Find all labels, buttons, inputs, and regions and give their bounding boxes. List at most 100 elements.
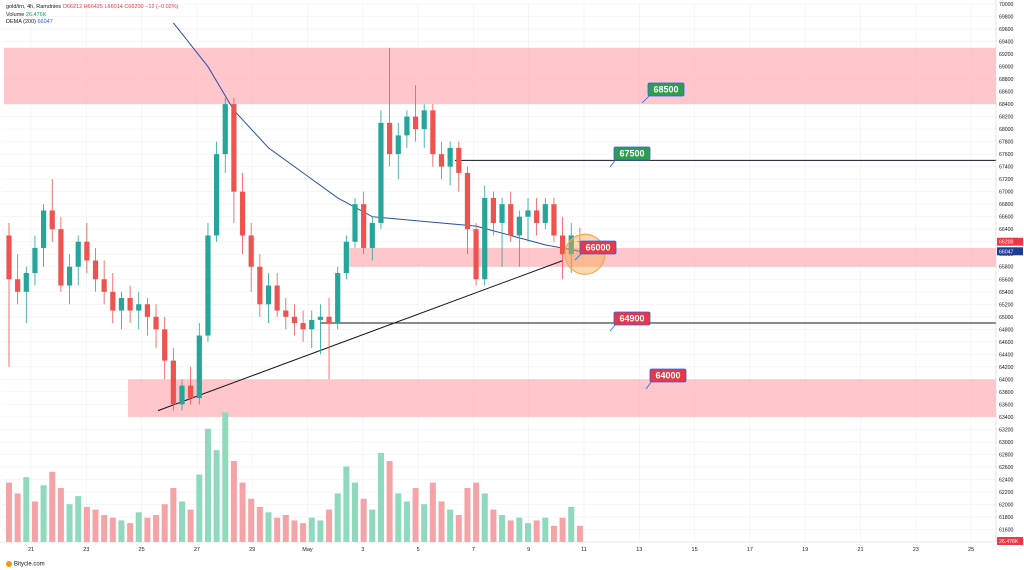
candle-body bbox=[66, 266, 73, 286]
price-tick-label: 64200 bbox=[999, 365, 1014, 371]
volume-bars bbox=[6, 412, 583, 542]
candle-body bbox=[516, 216, 522, 236]
callout-box bbox=[649, 368, 687, 383]
price-tick-label: 68800 bbox=[999, 77, 1014, 83]
time-tick-label: 21 bbox=[28, 547, 34, 553]
volume-bar bbox=[248, 498, 255, 542]
candle-body bbox=[508, 204, 514, 236]
volume-bar bbox=[568, 506, 575, 542]
volume-bar bbox=[256, 506, 263, 542]
volume-bar bbox=[447, 509, 454, 542]
time-axis: 21 23 25 27 29 May 3 5 7 9 11 13 15 17 19 21 23 25 bbox=[0, 541, 996, 553]
volume-bar bbox=[421, 504, 428, 542]
candle-body bbox=[317, 316, 323, 320]
horizontal-levels bbox=[320, 159, 996, 324]
level-callout: 67500 bbox=[609, 146, 651, 168]
candle-body bbox=[291, 316, 298, 324]
volume-bar bbox=[23, 477, 30, 542]
level-callout: 64900 bbox=[609, 311, 651, 332]
callout-label: 64000 bbox=[655, 371, 680, 381]
candle-body bbox=[404, 116, 410, 136]
price-tick-label: 66400 bbox=[999, 227, 1014, 233]
callout-box bbox=[613, 146, 651, 161]
volume-bar bbox=[525, 523, 531, 542]
candle-body bbox=[525, 210, 531, 217]
volume-bar bbox=[412, 488, 419, 542]
volume-bar bbox=[386, 461, 393, 542]
candle-body bbox=[412, 116, 419, 130]
volume-bar bbox=[161, 504, 168, 542]
volume-bar bbox=[66, 504, 73, 542]
volume-bar bbox=[230, 461, 237, 542]
volume-bar bbox=[550, 525, 557, 542]
price-tick-label: 67400 bbox=[999, 165, 1014, 171]
price-tick-label: 67200 bbox=[999, 177, 1014, 183]
volume-bar bbox=[429, 482, 436, 542]
time-tick-label: 5 bbox=[417, 547, 420, 553]
volume-bar bbox=[40, 485, 47, 542]
candle-body bbox=[560, 235, 566, 255]
volume-bar bbox=[57, 488, 64, 542]
volume-tag-bg bbox=[997, 537, 1023, 545]
callout-box bbox=[613, 311, 651, 326]
volume-bar bbox=[83, 506, 90, 542]
price-tick-label: 64400 bbox=[999, 352, 1014, 358]
price-tick-label: 67600 bbox=[999, 152, 1014, 158]
volume-bar bbox=[542, 517, 549, 542]
candle-body bbox=[464, 172, 471, 230]
dema-price-tag-bg bbox=[997, 247, 1023, 256]
price-tick-label: 68600 bbox=[999, 90, 1014, 96]
candle-body bbox=[369, 222, 375, 248]
candle-body bbox=[551, 204, 557, 236]
candle-body bbox=[239, 191, 246, 236]
candle-body bbox=[343, 241, 349, 273]
candle-body bbox=[144, 304, 150, 317]
symbol-info: gold/irn, 4h, Ramdnies bbox=[6, 4, 62, 10]
volume-value: 26.476K bbox=[25, 11, 47, 18]
volume-bar bbox=[360, 498, 367, 542]
candle-body bbox=[257, 266, 263, 305]
time-tick-label: 13 bbox=[636, 547, 642, 553]
candle-body bbox=[84, 241, 90, 261]
volume-bar bbox=[204, 428, 211, 542]
volume-bar bbox=[196, 474, 203, 542]
volume-bar bbox=[127, 523, 134, 542]
callout-box bbox=[647, 82, 685, 97]
dema-label: DEMA (200) bbox=[6, 19, 36, 25]
price-axis: 70000 69800 69600 69400 69200 69000 68800 68600… bbox=[995, 0, 1024, 570]
volume-label: Volume bbox=[6, 11, 25, 18]
candle-body bbox=[473, 229, 479, 280]
price-tick-label: 66600 bbox=[999, 215, 1014, 221]
price-tick-label: 62400 bbox=[999, 477, 1014, 483]
volume-bar bbox=[455, 515, 462, 542]
candle-body bbox=[534, 210, 540, 223]
price-tick-label: 66800 bbox=[999, 202, 1014, 208]
candle-body bbox=[136, 304, 142, 311]
candle-body bbox=[421, 110, 427, 130]
candle-body bbox=[231, 104, 237, 192]
candle-body bbox=[49, 210, 55, 230]
price-tick-label: 64800 bbox=[999, 327, 1014, 333]
candle-body bbox=[23, 273, 29, 292]
candle-body bbox=[309, 319, 315, 330]
price-tick-label: 63800 bbox=[999, 390, 1014, 396]
price-tick-label: 64000 bbox=[999, 377, 1014, 383]
candle-body bbox=[274, 285, 280, 311]
price-tick-label: 69000 bbox=[999, 65, 1014, 71]
candle-body bbox=[283, 310, 289, 317]
price-tick-label: 61600 bbox=[999, 527, 1014, 533]
candle-body bbox=[361, 204, 367, 248]
price-axis-bg bbox=[996, 0, 1024, 570]
last-price-tag-bg bbox=[997, 237, 1023, 246]
volume-bar bbox=[473, 482, 480, 542]
last-price-tag: 66200 bbox=[999, 240, 1014, 246]
candle-body bbox=[378, 122, 384, 223]
legend-volume-line: Volume 26.476K bbox=[6, 12, 178, 20]
candle-body bbox=[205, 235, 211, 336]
candle-body bbox=[162, 329, 168, 361]
volume-bar bbox=[144, 517, 151, 542]
level-callout: 66000 bbox=[574, 240, 617, 261]
candle-body bbox=[300, 323, 306, 330]
